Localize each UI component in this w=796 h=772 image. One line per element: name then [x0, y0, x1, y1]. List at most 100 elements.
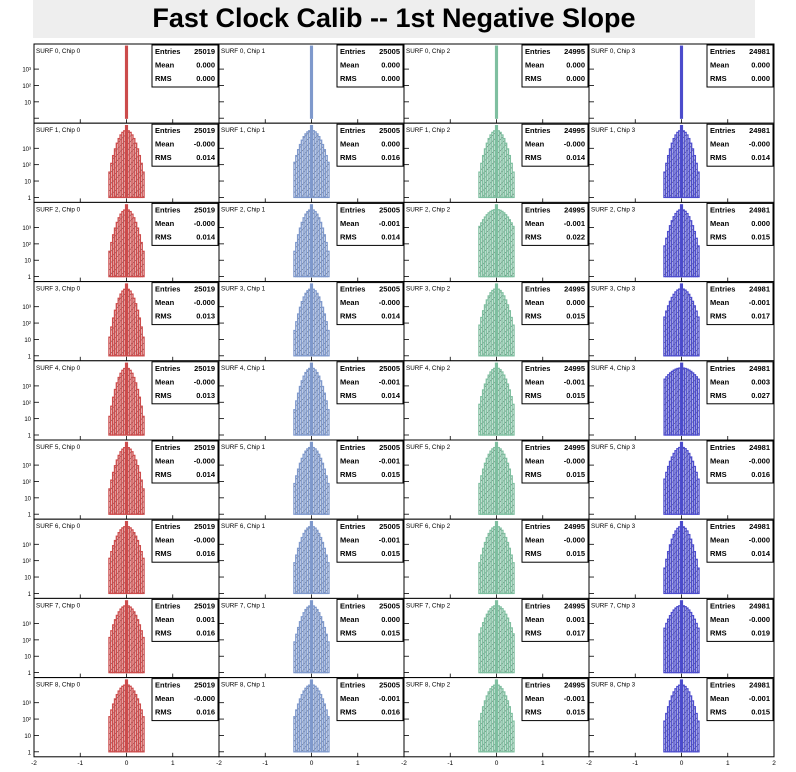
stats-value: 0.003: [751, 377, 770, 386]
stats-value: -0.000: [194, 298, 215, 307]
x-tick-label: -1: [262, 760, 268, 767]
panel-label: SURF 3, Chip 1: [221, 286, 266, 293]
stats-box: [521, 44, 589, 88]
stats-label: Entries: [525, 47, 550, 56]
stats-label: RMS: [340, 628, 357, 637]
y-tick-label: 1: [28, 592, 32, 598]
y-tick-label: 1: [28, 275, 32, 281]
stats-label: Mean: [340, 536, 360, 545]
histogram-bin: [511, 403, 515, 436]
y-tick-label: 10: [24, 496, 31, 502]
stats-value: -0.000: [194, 219, 215, 228]
x-tick-label: -1: [447, 760, 453, 767]
histogram-bin: [326, 562, 330, 595]
stats-value: 0.016: [381, 708, 400, 717]
stats-label: Entries: [525, 522, 550, 531]
stats-label: Entries: [710, 443, 735, 452]
stats-label: Mean: [525, 377, 545, 386]
panel-label: SURF 8, Chip 1: [221, 682, 266, 689]
stats-box: [706, 202, 774, 246]
panel-label: SURF 2, Chip 0: [36, 206, 81, 213]
stats-box: [151, 440, 219, 484]
y-tick-label: 10³: [22, 68, 31, 74]
panel-label: SURF 0, Chip 2: [406, 48, 451, 55]
stats-value: 24981: [749, 522, 770, 531]
stats-label: Entries: [155, 601, 180, 610]
stats-label: RMS: [155, 232, 172, 241]
stats-value: 0.016: [196, 628, 215, 637]
stats-box: [521, 361, 589, 405]
stats-label: RMS: [525, 391, 542, 400]
histogram-panel: SURF 0, Chip 3 Entries 24981 Mean 0.000 RMS 0.…: [588, 43, 775, 124]
y-tick-label: 10³: [22, 305, 31, 311]
histogram-bin: [511, 171, 515, 199]
histogram-panel: SURF 3, Chip 3 Entries 24981 Mean -0.001 RMS 0…: [588, 281, 775, 362]
panel-label: SURF 0, Chip 3: [591, 48, 636, 55]
y-tick-label: 10²: [22, 163, 31, 169]
stats-label: RMS: [710, 470, 727, 479]
stats-label: Entries: [710, 364, 735, 373]
histogram-bin: [141, 336, 145, 357]
stats-box: [151, 202, 219, 246]
histogram-panel: 1 10 10² 10³ SURF 7, Chip 0 Entries 25019 Mean 0…: [22, 597, 220, 679]
panel-label: SURF 8, Chip 0: [36, 682, 81, 689]
stats-box: [521, 678, 589, 722]
panel-label: SURF 5, Chip 2: [406, 444, 451, 451]
stats-box: [706, 44, 774, 88]
y-tick-label: 10: [24, 338, 31, 344]
histogram-bin: [696, 720, 700, 753]
histogram-panel: SURF 8, Chip 3 Entries 24981 Mean -0.001 RMS 0…: [588, 677, 775, 758]
histogram-panel: SURF 3, Chip 2 Entries 24995 Mean 0.000 RMS 0.…: [403, 281, 590, 362]
stats-label: Mean: [710, 377, 730, 386]
histogram-panel: SURF 4, Chip 1 Entries 25005 Mean -0.001 RMS 0…: [218, 360, 405, 441]
stats-label: Mean: [155, 298, 175, 307]
panel-label: SURF 6, Chip 0: [36, 523, 81, 530]
stats-box: [151, 44, 219, 88]
stats-value: -0.001: [379, 536, 400, 545]
panel-label: SURF 7, Chip 2: [406, 602, 451, 609]
histogram-bin: [494, 45, 499, 119]
stats-value: 25019: [194, 126, 215, 135]
histogram-bin: [511, 633, 515, 674]
stats-label: Entries: [525, 681, 550, 690]
histogram-panel: SURF 1, Chip 1 Entries 25005 Mean 0.000 RMS 0.…: [218, 122, 405, 203]
stats-label: Mean: [525, 457, 545, 466]
stats-value: 0.015: [381, 628, 400, 637]
stats-value: 0.000: [196, 61, 215, 70]
x-tick-label: -2: [401, 760, 407, 767]
stats-value: -0.000: [194, 694, 215, 703]
stats-label: Entries: [340, 205, 365, 214]
stats-value: 24981: [749, 443, 770, 452]
stats-value: 0.016: [751, 470, 770, 479]
stats-value: 0.015: [566, 549, 585, 558]
panel-label: SURF 8, Chip 3: [591, 682, 636, 689]
histogram-bin: [679, 45, 684, 119]
stats-value: -0.001: [564, 694, 585, 703]
stats-label: RMS: [340, 232, 357, 241]
stats-label: Entries: [340, 601, 365, 610]
stats-box: [151, 123, 219, 167]
stats-label: Entries: [155, 126, 180, 135]
stats-label: RMS: [340, 312, 357, 321]
y-tick-label: 1: [28, 196, 32, 202]
stats-value: 0.014: [196, 470, 216, 479]
histogram-panel: SURF 1, Chip 2 Entries 24995 Mean -0.000 RMS 0…: [403, 122, 590, 203]
stats-value: -0.000: [379, 298, 400, 307]
stats-value: 0.015: [566, 312, 585, 321]
stats-label: Entries: [710, 285, 735, 294]
stats-label: Mean: [710, 61, 730, 70]
y-tick-label: 10³: [22, 622, 31, 628]
panel-label: SURF 0, Chip 1: [221, 48, 266, 55]
stats-value: 0.000: [381, 140, 400, 149]
y-tick-label: 10: [24, 180, 31, 186]
stats-label: Entries: [710, 47, 735, 56]
stats-value: -0.000: [194, 377, 215, 386]
stats-value: -0.001: [379, 377, 400, 386]
stats-value: 0.001: [566, 615, 585, 624]
stats-box: [336, 678, 404, 722]
stats-value: 0.027: [751, 391, 770, 400]
stats-value: -0.000: [194, 457, 215, 466]
histogram-bin: [141, 716, 145, 753]
stats-label: Mean: [155, 536, 175, 545]
stats-value: 24995: [564, 522, 585, 531]
